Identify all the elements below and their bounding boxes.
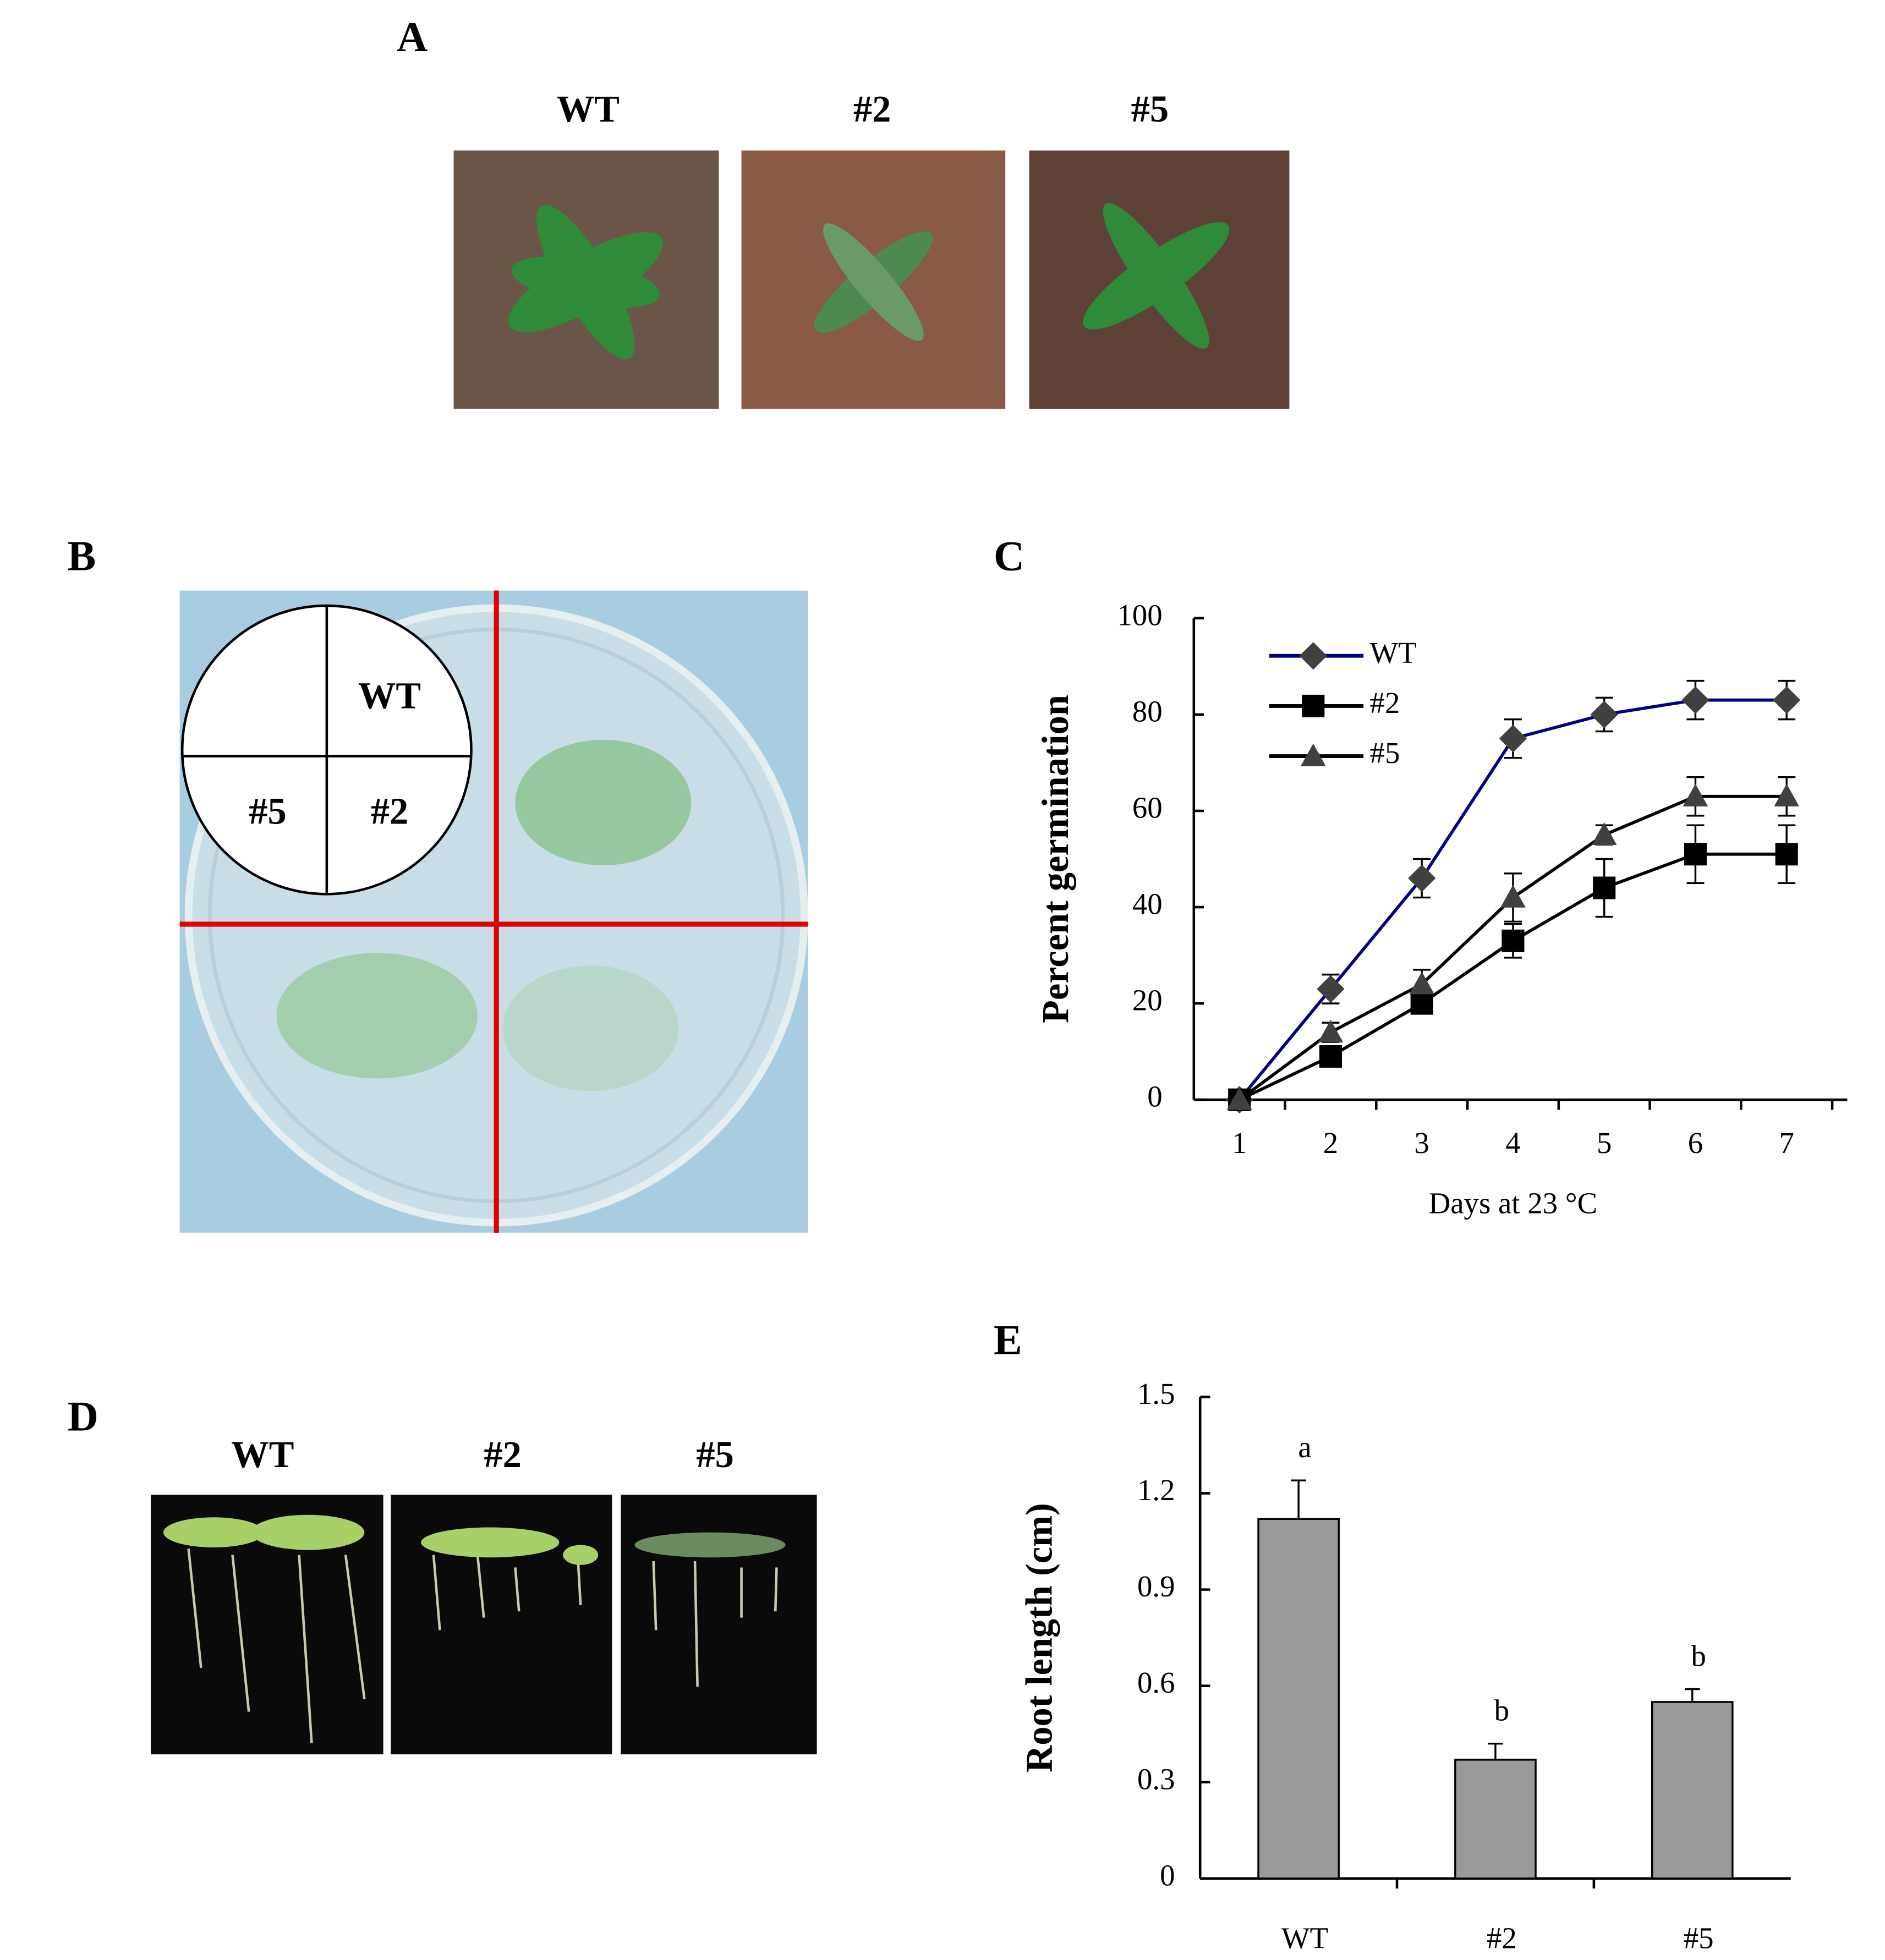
marker: [1684, 843, 1707, 866]
x-tick-label: 6: [1688, 1126, 1703, 1160]
legend-label: WT: [1370, 636, 1417, 669]
marker: [1502, 929, 1525, 952]
photo-label: WT: [557, 88, 620, 130]
x-tick-label: 3: [1414, 1126, 1429, 1160]
y-tick-label: 100: [1117, 598, 1162, 632]
legend-label: #2: [1370, 686, 1400, 720]
marker: [1500, 885, 1526, 908]
photo-label: WT: [231, 1434, 294, 1475]
y-tick-label: 40: [1132, 887, 1163, 921]
marker: [1409, 971, 1435, 995]
y-tick-label: 0: [1160, 1858, 1175, 1892]
y-tick-label: 0.6: [1137, 1666, 1175, 1699]
photo-label: #2: [853, 88, 891, 130]
marker: [1590, 700, 1618, 728]
error-bar: [1685, 1688, 1700, 1702]
panel-label: E: [994, 1316, 1022, 1364]
panel-label: D: [68, 1393, 98, 1440]
x-tick-label: 1: [1232, 1126, 1247, 1160]
marker: [1319, 1045, 1342, 1068]
marker: [1593, 876, 1616, 899]
marker: [1591, 822, 1617, 845]
y-axis-label: Root length (cm): [1018, 1503, 1060, 1772]
x-tick-label: 4: [1505, 1126, 1520, 1160]
x-tick-label: 7: [1779, 1126, 1794, 1160]
x-tick-label: #2: [1487, 1921, 1517, 1954]
y-tick-label: 1.5: [1137, 1377, 1175, 1410]
x-tick-label: WT: [1281, 1921, 1328, 1954]
annotation: b: [1691, 1639, 1706, 1672]
x-axis-label: Days at 23 °C: [1429, 1187, 1598, 1220]
marker: [1683, 783, 1708, 806]
error-bar: [1488, 1743, 1503, 1760]
marker: [1775, 843, 1798, 866]
annotation: a: [1298, 1430, 1311, 1464]
marker: [1681, 686, 1709, 714]
panel-label: A: [397, 13, 428, 61]
marker: [1499, 724, 1527, 753]
legend-label: #5: [1370, 736, 1400, 770]
photo-label: #2: [484, 1434, 522, 1475]
marker: [1300, 743, 1326, 766]
x-tick-label: 2: [1323, 1126, 1338, 1160]
bar: [1651, 1701, 1734, 1880]
marker: [1408, 864, 1436, 892]
bar: [1257, 1518, 1340, 1880]
marker: [1773, 686, 1801, 714]
quadrant-label: #2: [371, 790, 409, 832]
panel-label: C: [994, 532, 1024, 580]
y-axis-label: Percent germination: [1034, 695, 1076, 1023]
marker: [1302, 694, 1325, 717]
error-bar: [1291, 1479, 1306, 1519]
marker: [1299, 642, 1327, 670]
marker: [1318, 1019, 1344, 1042]
quadrant-label: #5: [249, 790, 287, 832]
marker: [1774, 783, 1800, 806]
plant-photos: [453, 150, 1290, 409]
photo-label: #5: [696, 1434, 734, 1475]
y-tick-label: 80: [1132, 695, 1163, 728]
y-tick-label: 20: [1132, 984, 1163, 1017]
bar: [1454, 1759, 1537, 1880]
y-tick-label: 0: [1147, 1080, 1162, 1113]
photo-label: #5: [1131, 88, 1169, 130]
y-tick-label: 0.9: [1137, 1569, 1175, 1603]
panel-label: B: [68, 532, 96, 580]
quadrant-label: WT: [358, 675, 421, 717]
seedling-photos: [151, 1495, 817, 1755]
x-tick-label: 5: [1597, 1126, 1612, 1160]
y-tick-label: 60: [1132, 791, 1163, 825]
plate-diagram: [180, 604, 473, 896]
x-tick-label: #5: [1684, 1921, 1714, 1954]
y-tick-label: 0.3: [1137, 1762, 1175, 1796]
y-tick-label: 1.2: [1137, 1473, 1175, 1507]
marker: [1226, 1087, 1252, 1110]
annotation: b: [1494, 1694, 1509, 1727]
